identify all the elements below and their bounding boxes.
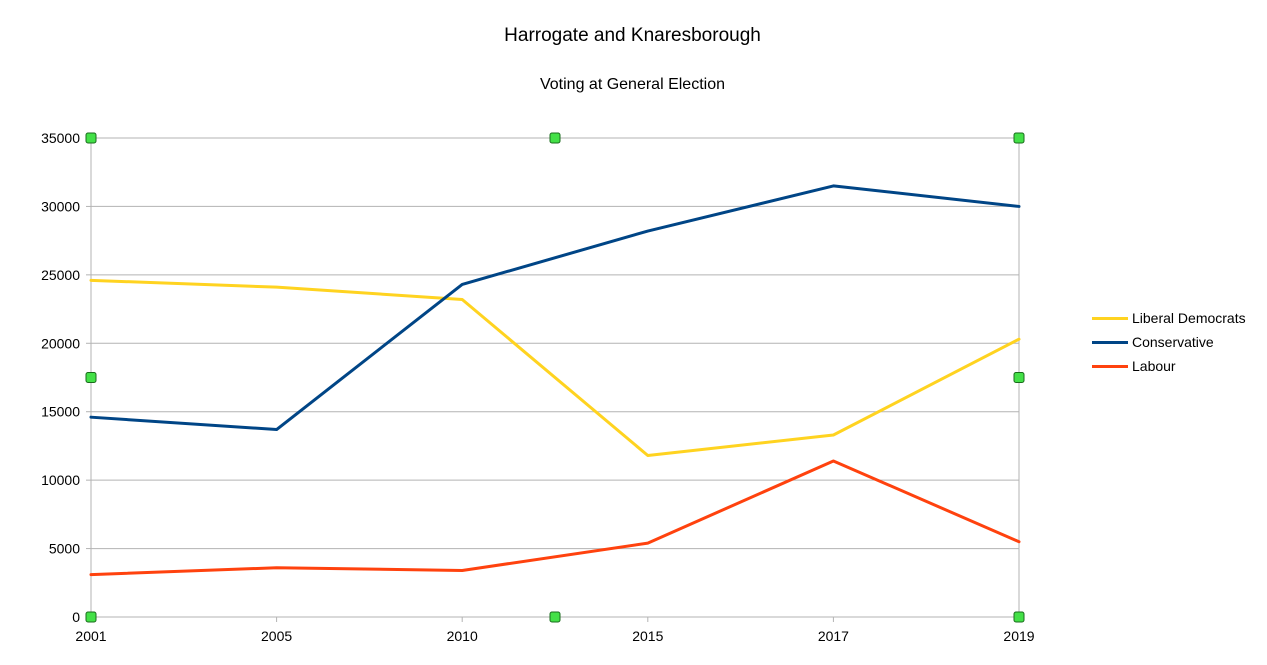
gridlines [91, 137, 1019, 550]
legend-swatch-liberal-democrats [1092, 316, 1128, 320]
legend-label-labour: Labour [1132, 358, 1176, 374]
selection-handle[interactable] [549, 611, 561, 623]
y-axis-tick-labels: 0 5000 10000 15000 20000 25000 30000 35000 [41, 130, 80, 625]
x-tick-label: 2005 [261, 628, 292, 644]
selection-handle[interactable] [549, 132, 561, 144]
y-tick-label: 15000 [41, 404, 80, 420]
y-tick-label: 5000 [49, 541, 80, 557]
selection-handle[interactable] [1013, 132, 1025, 144]
legend-item-labour: Labour [1092, 354, 1246, 378]
legend-item-liberal-democrats: Liberal Democrats [1092, 306, 1246, 330]
selection-handle[interactable] [85, 372, 97, 383]
series-line-conservative[interactable] [89, 184, 1021, 432]
series-line-labour[interactable] [89, 459, 1021, 577]
selection-handle[interactable] [85, 132, 97, 144]
x-tick-label: 2019 [1003, 628, 1034, 644]
selection-handle[interactable] [85, 611, 97, 623]
chart-subtitle: Voting at General Election [539, 76, 725, 93]
axes [86, 137, 1020, 622]
legend-label-conservative: Conservative [1132, 334, 1214, 350]
legend-swatch-conservative [1092, 340, 1128, 344]
y-tick-label: 30000 [41, 198, 80, 214]
x-tick-label: 2001 [75, 628, 106, 644]
legend: Liberal Democrats Conservative Labour [1092, 306, 1246, 378]
legend-swatch-labour [1092, 364, 1128, 368]
y-tick-label: 10000 [41, 472, 80, 488]
legend-item-conservative: Conservative [1092, 330, 1246, 354]
y-tick-label: 35000 [41, 130, 80, 146]
y-tick-label: 0 [72, 609, 80, 625]
x-tick-label: 2017 [818, 628, 849, 644]
x-tick-label: 2015 [632, 628, 663, 644]
selection-handles[interactable] [85, 132, 1025, 623]
x-tick-label: 2010 [447, 628, 478, 644]
chart-title: Harrogate and Knaresborough [504, 25, 761, 46]
legend-label-liberal-democrats: Liberal Democrats [1132, 310, 1246, 326]
y-tick-label: 20000 [41, 335, 80, 351]
series-line-liberal-democrats[interactable] [89, 278, 1021, 458]
x-axis-tick-labels: 2001 2005 2010 2015 2017 2019 [75, 628, 1034, 644]
y-tick-label: 25000 [41, 267, 80, 283]
series-lines[interactable] [89, 184, 1021, 577]
selection-handle[interactable] [1013, 611, 1025, 623]
selection-handle[interactable] [1013, 372, 1025, 383]
